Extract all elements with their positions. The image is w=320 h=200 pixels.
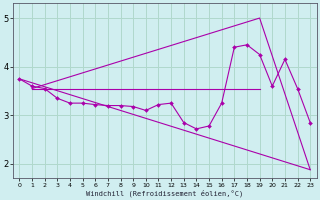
X-axis label: Windchill (Refroidissement éolien,°C): Windchill (Refroidissement éolien,°C) xyxy=(86,189,244,197)
